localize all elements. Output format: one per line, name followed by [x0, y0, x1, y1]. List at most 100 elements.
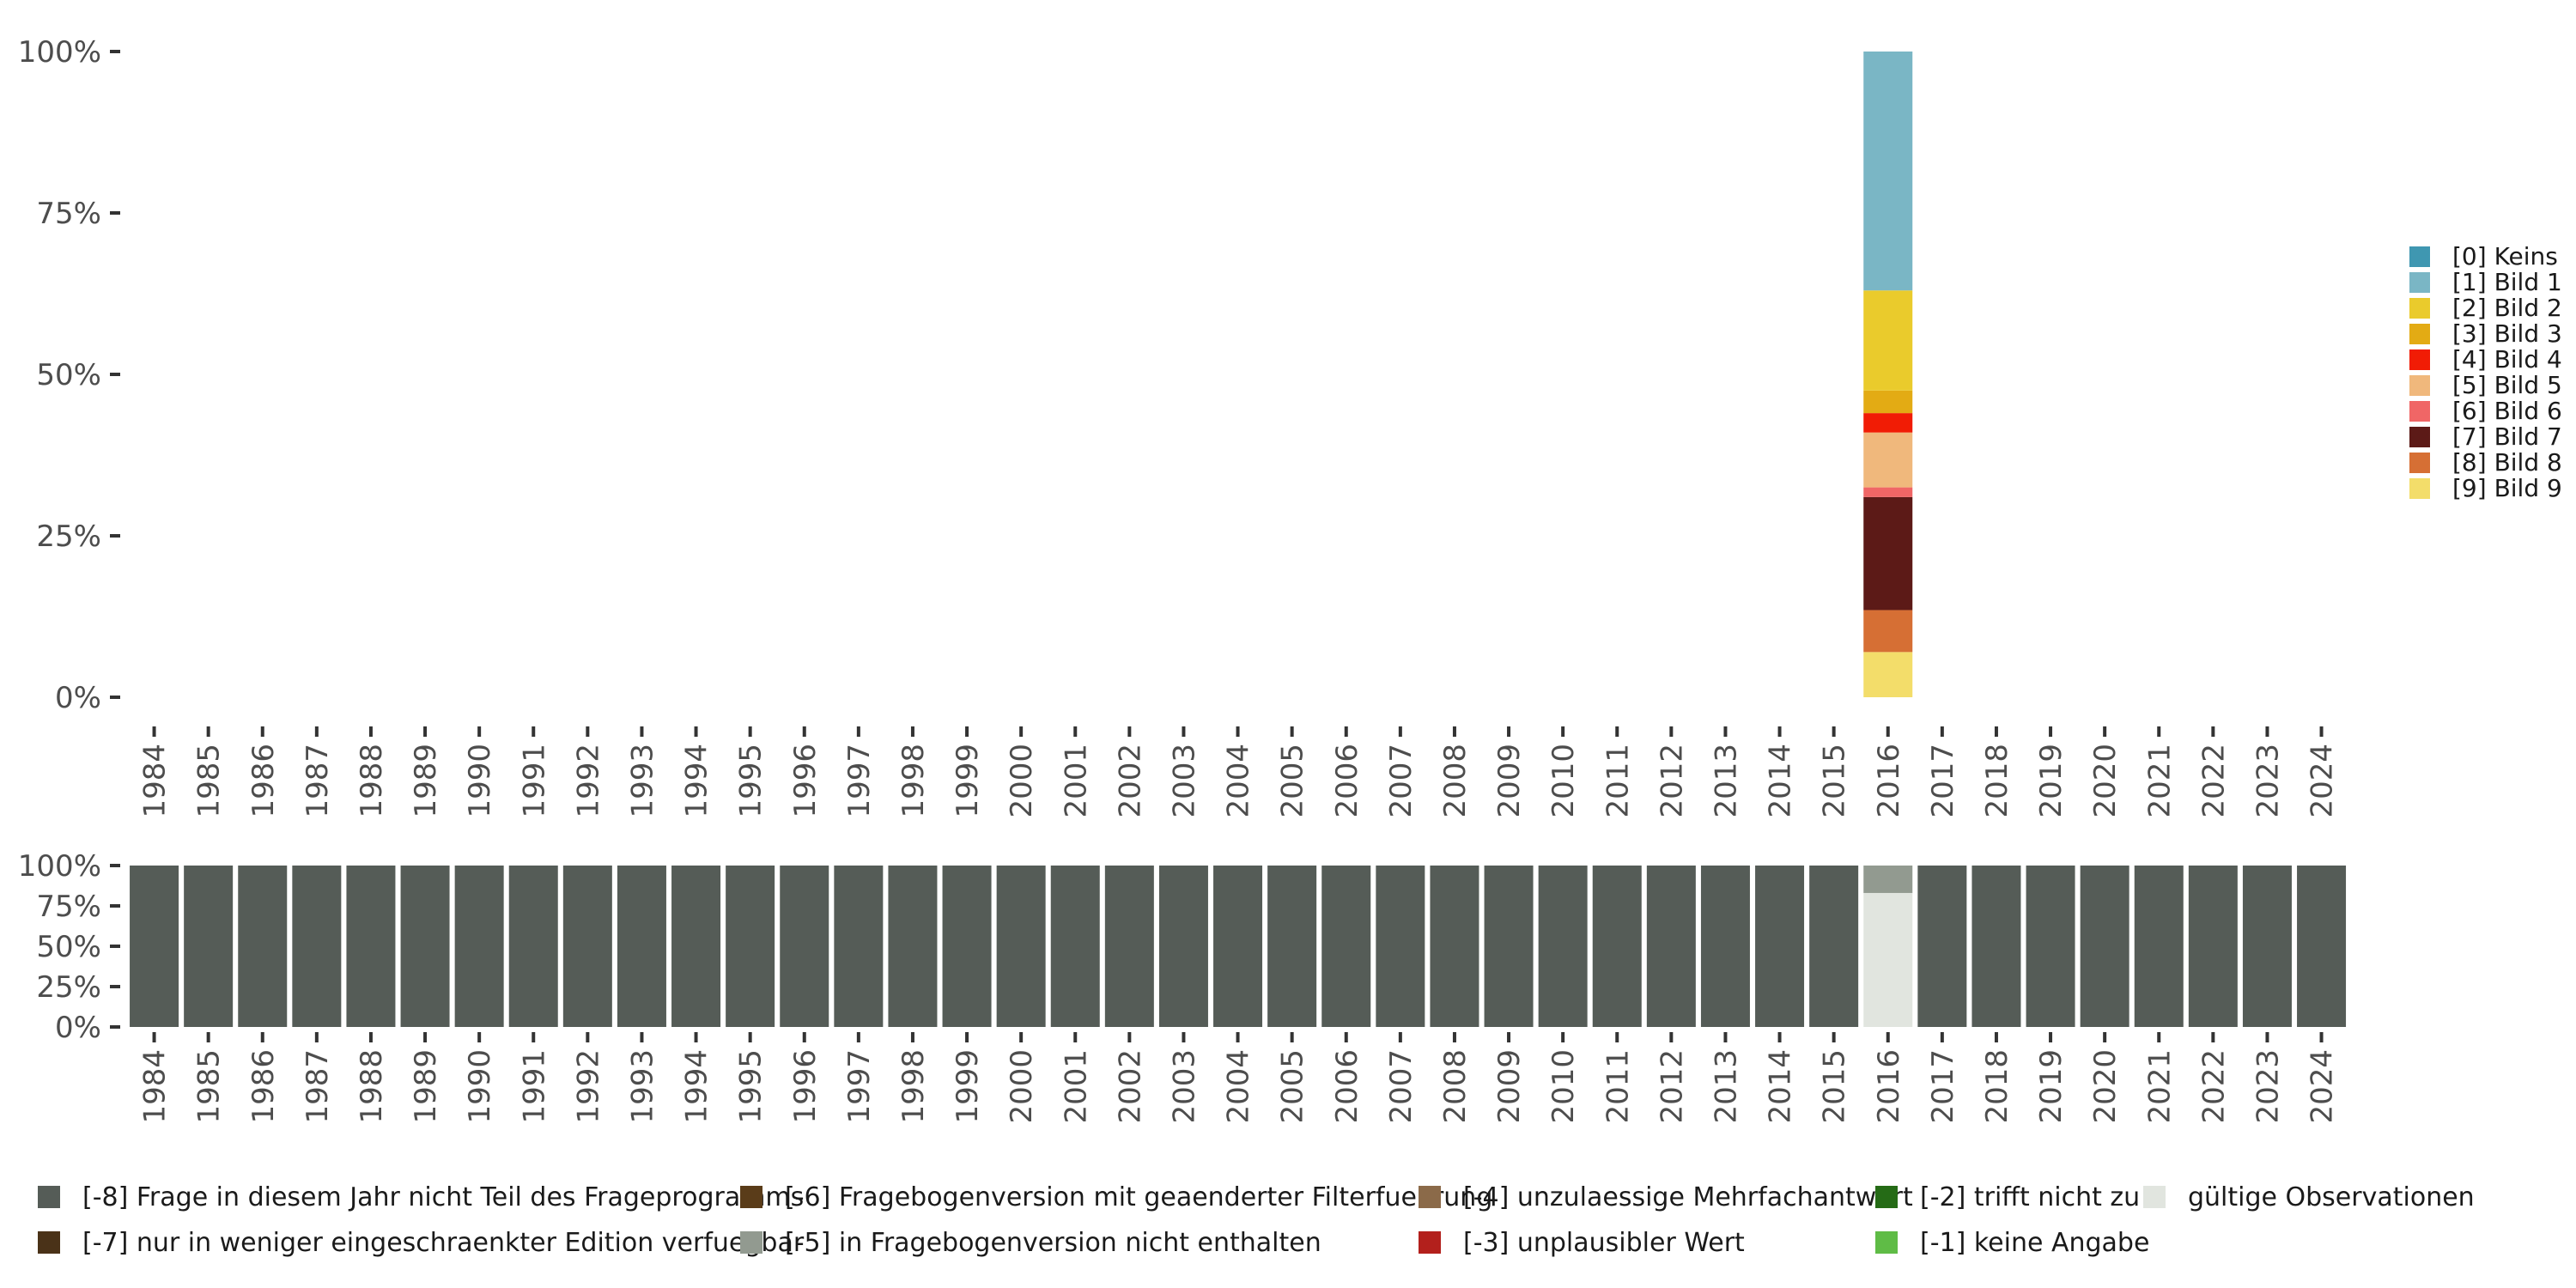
bottom-legend-label: [-1] keine Angabe — [1920, 1228, 2149, 1258]
top-x-tick-label: 2006 — [1330, 744, 1364, 818]
top-bar-segment-2016-5 — [1863, 432, 1913, 488]
bottom-x-tick-label: 1991 — [517, 1049, 551, 1124]
bottom-bar-segment-2016-3 — [1863, 866, 1913, 893]
top-legend-swatch — [2409, 349, 2430, 370]
bottom-x-tick-label: 1987 — [301, 1049, 335, 1124]
bottom-bar-segment-2024-0 — [2297, 866, 2347, 1027]
bottom-legend-label: [-5] in Fragebogenversion nicht enthalte… — [785, 1228, 1321, 1258]
bottom-legend-label: [-4] unzulaessige Mehrfachantwort — [1463, 1182, 1913, 1212]
top-bar-segment-2016-1 — [1863, 52, 1913, 291]
top-x-tick-label: 2000 — [1005, 744, 1039, 818]
top-y-tick-label: 100% — [18, 35, 101, 70]
bottom-legend: [-8] Frage in diesem Jahr nicht Teil des… — [38, 1182, 2475, 1258]
bottom-bar-segment-2019-0 — [2026, 866, 2075, 1027]
bottom-bar-segment-2005-0 — [1267, 866, 1317, 1027]
bottom-legend-label: [-7] nur in weniger eingeschraenkter Edi… — [82, 1228, 805, 1258]
bottom-x-tick-label: 2011 — [1601, 1049, 1635, 1124]
top-bar-segment-2016-6 — [1863, 487, 1913, 497]
bottom-bar-segment-1997-0 — [834, 866, 884, 1027]
bottom-x-tick-label: 2013 — [1709, 1049, 1743, 1124]
bottom-legend-label: [-6] Fragebogenversion mit geaenderter F… — [785, 1182, 1492, 1212]
bottom-x-tick-label: 1984 — [138, 1049, 173, 1124]
bottom-bar-segment-2022-0 — [2188, 866, 2238, 1027]
bottom-bar-segment-1999-0 — [942, 866, 992, 1027]
bottom-bar-segment-2017-0 — [1917, 866, 1967, 1027]
top-x-tick-label: 1988 — [355, 744, 389, 818]
bottom-bar-segment-2000-0 — [996, 866, 1046, 1027]
top-legend-swatch — [2409, 246, 2430, 267]
bottom-bar-segment-1991-0 — [508, 866, 558, 1027]
top-x-tick-label: 2016 — [1872, 744, 1906, 818]
top-legend-swatch — [2409, 478, 2430, 499]
top-legend-swatch — [2409, 272, 2430, 293]
top-x-tick-label: 2020 — [2088, 744, 2123, 818]
top-x-tick-label: 1987 — [301, 744, 335, 818]
bottom-bar-segment-1993-0 — [617, 866, 666, 1027]
bottom-bar-segment-1996-0 — [780, 866, 829, 1027]
bottom-x-tick-label: 2003 — [1167, 1049, 1201, 1124]
bottom-x-tick-label: 2010 — [1546, 1049, 1581, 1124]
bottom-x-tick-label: 2012 — [1655, 1049, 1689, 1124]
top-x-tick-label: 2017 — [1926, 744, 1960, 818]
top-x-tick-label: 1992 — [571, 744, 605, 818]
top-x-tick-label: 1998 — [896, 744, 931, 818]
bottom-legend-label: [-3] unplausibler Wert — [1463, 1228, 1745, 1258]
bottom-legend-swatch — [1875, 1231, 1898, 1254]
bottom-legend-swatch — [740, 1186, 762, 1208]
top-x-tick-label: 2010 — [1546, 744, 1581, 818]
bottom-x-tick-label: 2007 — [1384, 1049, 1419, 1124]
bottom-bar-segment-1998-0 — [888, 866, 938, 1027]
bottom-legend-swatch — [740, 1231, 762, 1254]
bottom-y-tick-label: 25% — [36, 970, 101, 1005]
bottom-bar-segment-2004-0 — [1213, 866, 1263, 1027]
bottom-legend-swatch — [1419, 1186, 1441, 1208]
bottom-x-tick-label: 1995 — [734, 1049, 769, 1124]
bottom-y-tick-label: 100% — [18, 849, 101, 884]
top-x-tick-label: 1994 — [680, 744, 714, 818]
bottom-x-tick-label: 2001 — [1059, 1049, 1093, 1124]
top-x-tick-label: 2011 — [1601, 744, 1635, 818]
bottom-bar-segment-1992-0 — [562, 866, 612, 1027]
top-x-tick-label: 1999 — [951, 744, 985, 818]
top-legend-label: [0] Keins — [2452, 242, 2558, 270]
top-x-tick-label: 1996 — [788, 744, 823, 818]
top-bar-segment-2016-3 — [1863, 390, 1913, 414]
bottom-x-tick-label: 1989 — [409, 1049, 443, 1124]
bottom-bar-segment-2018-0 — [1971, 866, 2021, 1027]
top-legend-label: [5] Bild 5 — [2452, 371, 2562, 399]
top-bar-segment-2016-9 — [1863, 652, 1913, 697]
bottom-bar-segment-2007-0 — [1376, 866, 1425, 1027]
bottom-bar-segment-1985-0 — [184, 866, 234, 1027]
top-x-tick-label: 2002 — [1113, 744, 1147, 818]
bottom-bar-segment-2009-0 — [1484, 866, 1534, 1027]
bottom-x-tick-label: 1990 — [463, 1049, 497, 1124]
top-x-tick-label: 2013 — [1709, 744, 1743, 818]
bottom-stacked-bar-chart: 0% 25% 50% 75% 100% 1984 1985 1986 1987 1988 1989 1… — [18, 849, 2347, 1124]
bottom-bar-segment-2011-0 — [1592, 866, 1642, 1027]
top-bar-segment-2016-2 — [1863, 290, 1913, 391]
bottom-x-tick-label: 2019 — [2034, 1049, 2069, 1124]
top-legend-swatch — [2409, 453, 2430, 473]
bottom-y-tick-label: 75% — [36, 890, 101, 924]
bottom-x-tick-label: 2022 — [2196, 1049, 2231, 1124]
top-legend-label: [9] Bild 9 — [2452, 474, 2562, 502]
top-bar-segment-2016-7 — [1863, 496, 1913, 611]
bottom-x-tick-label: 1997 — [842, 1049, 877, 1124]
top-x-tick-label: 2014 — [1764, 744, 1798, 818]
top-x-tick-label: 1984 — [138, 744, 173, 818]
top-stacked-bar-chart: 0% 25% 50% 75% 100% 1984 1985 1986 1987 1988 1989 1… — [18, 35, 2340, 818]
bottom-bar-segment-1995-0 — [726, 866, 775, 1027]
top-legend-label: [3] Bild 3 — [2452, 319, 2562, 348]
top-x-tick-label: 2015 — [1818, 744, 1852, 818]
top-x-tick-label: 1991 — [517, 744, 551, 818]
bottom-x-tick-label: 2023 — [2251, 1049, 2285, 1124]
top-bar-segment-2016-4 — [1863, 413, 1913, 433]
top-legend: [0] Keins[1] Bild 1[2] Bild 2[3] Bild 3[… — [2409, 242, 2562, 502]
top-x-tick-label: 1993 — [625, 744, 659, 818]
bottom-bar-segment-2021-0 — [2134, 866, 2184, 1027]
bottom-bar-segment-1987-0 — [292, 866, 342, 1027]
bottom-x-tick-label: 1994 — [680, 1049, 714, 1124]
bottom-x-tick-label: 2016 — [1872, 1049, 1906, 1124]
top-y-tick-label: 50% — [36, 358, 101, 392]
